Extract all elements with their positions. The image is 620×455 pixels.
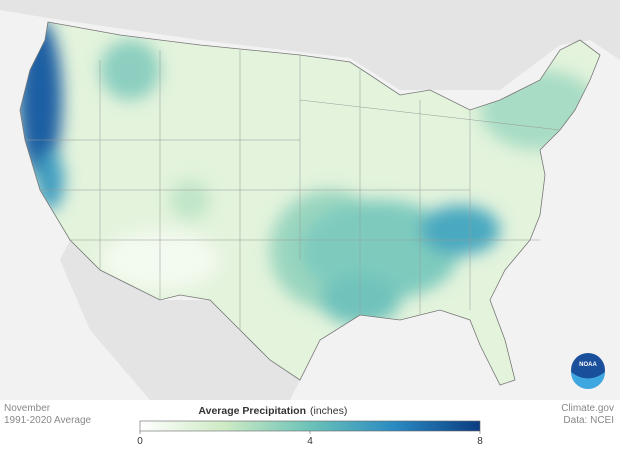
color-scale — [139, 420, 481, 432]
period-label: 1991-2020 Average — [4, 415, 92, 426]
noaa-logo: NOAA — [571, 353, 605, 389]
legend-title: Average Precipitation — [198, 405, 306, 417]
legend-unit: (inches) — [310, 405, 347, 417]
canada — [0, 0, 620, 90]
scale-tick-label: 4 — [307, 436, 313, 447]
scale-tick-label: 0 — [137, 436, 143, 447]
logo-text: NOAA — [579, 362, 597, 368]
data-label: Data: NCEI — [563, 415, 614, 426]
scale-tick-label: 8 — [477, 436, 483, 447]
month-label: November — [4, 403, 51, 414]
state-borders — [25, 50, 561, 330]
source-label: Climate.gov — [561, 403, 614, 414]
